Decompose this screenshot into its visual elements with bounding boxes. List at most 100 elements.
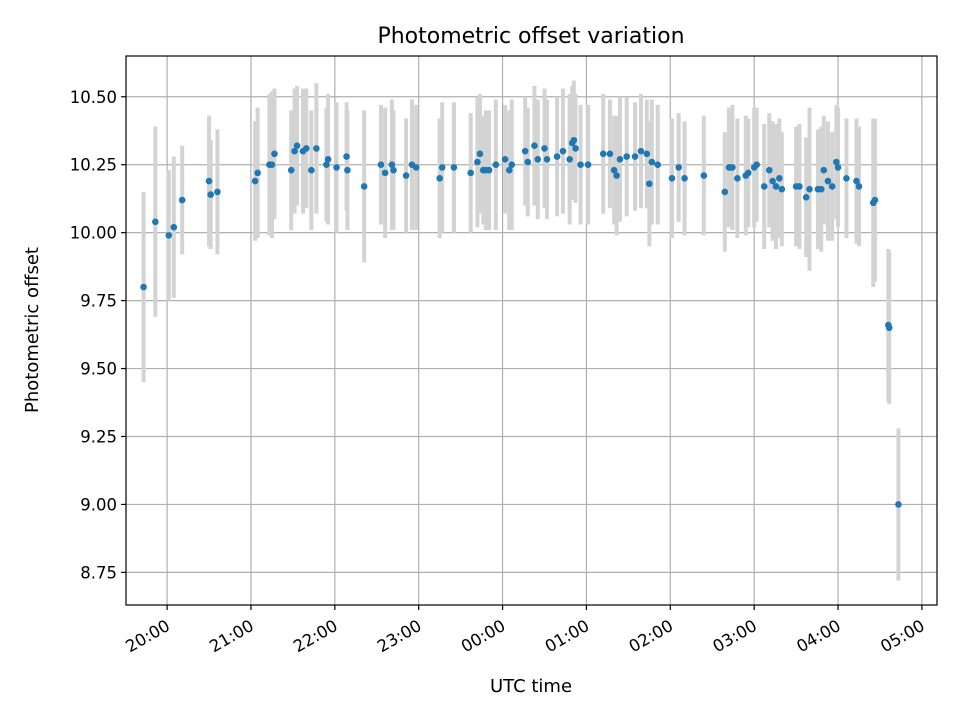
plot-frame — [125, 55, 938, 606]
data-point — [501, 155, 509, 163]
y-tick-label: 9.25 — [80, 427, 117, 446]
data-point — [843, 175, 850, 182]
data-point — [207, 191, 215, 198]
data-point — [377, 161, 385, 169]
data-point — [778, 185, 786, 193]
data-point — [700, 172, 708, 179]
data-point — [765, 166, 773, 174]
data-point — [214, 188, 221, 196]
data-point — [855, 183, 863, 190]
data-point — [438, 164, 446, 171]
data-point — [508, 161, 516, 169]
data-point — [606, 150, 614, 158]
data-point — [205, 177, 213, 185]
data-point — [853, 177, 860, 185]
y-axis-label: Photometric offset — [22, 247, 43, 413]
data-point — [654, 161, 662, 169]
data-point — [287, 166, 295, 174]
data-point — [675, 164, 682, 171]
data-point — [577, 161, 584, 169]
data-point — [388, 161, 396, 169]
data-point — [828, 183, 836, 190]
data-point — [313, 145, 320, 152]
data-point — [412, 164, 420, 171]
data-point — [760, 183, 768, 190]
data-point — [381, 169, 389, 177]
data-point — [753, 161, 760, 169]
data-point — [251, 177, 259, 185]
data-point — [806, 185, 813, 193]
data-point — [637, 147, 645, 155]
data-point — [721, 188, 729, 196]
data-point — [152, 218, 159, 226]
data-point — [524, 158, 532, 166]
data-point — [485, 166, 493, 174]
data-point — [492, 161, 500, 169]
data-point — [308, 166, 315, 174]
data-point — [323, 161, 330, 169]
data-point — [476, 150, 484, 158]
data-point — [402, 172, 410, 179]
data-point — [333, 164, 340, 171]
y-tick-label: 9.00 — [80, 495, 117, 514]
data-point — [570, 136, 578, 144]
data-point — [681, 175, 688, 182]
data-point — [390, 166, 397, 174]
y-gridlines — [126, 96, 937, 573]
data-point — [505, 166, 513, 174]
data-point — [648, 158, 656, 166]
data-point — [293, 142, 301, 149]
data-point — [885, 324, 893, 332]
data-point — [268, 161, 276, 169]
data-point — [895, 501, 902, 508]
data-point — [729, 164, 736, 171]
y-tick-label: 10.50 — [70, 88, 117, 107]
data-point — [254, 169, 261, 177]
data-point — [271, 150, 278, 158]
data-point — [521, 147, 529, 155]
data-point — [643, 150, 651, 158]
data-point — [474, 158, 481, 166]
data-point — [802, 194, 810, 201]
data-point — [572, 145, 579, 152]
data-point — [303, 145, 310, 152]
data-points — [140, 136, 902, 508]
data-point — [170, 223, 178, 231]
data-point — [613, 172, 620, 179]
data-point — [871, 196, 879, 204]
y-tick-label: 9.75 — [80, 292, 117, 311]
data-point — [553, 153, 561, 160]
data-point — [534, 155, 542, 163]
y-tick-label: 10.00 — [70, 224, 117, 243]
chart-title: Photometric offset variation — [377, 24, 684, 49]
data-point — [824, 177, 832, 185]
data-point — [796, 183, 803, 190]
data-point — [668, 175, 676, 182]
data-point — [776, 175, 783, 182]
data-point — [616, 155, 624, 163]
data-point — [559, 147, 567, 155]
data-point — [324, 155, 332, 163]
data-point — [541, 145, 548, 152]
data-point — [610, 166, 618, 174]
data-point — [834, 164, 842, 171]
data-point — [744, 169, 752, 177]
data-point — [467, 169, 474, 177]
data-point — [820, 166, 828, 174]
x-axis-label: UTC time — [490, 676, 572, 697]
y-ticks: 8.75 9.00 9.25 9.50 9.75 10.00 10.25 10.50 — [70, 88, 126, 582]
data-point — [772, 183, 780, 190]
data-point — [566, 155, 573, 163]
data-point — [531, 142, 538, 149]
data-point — [584, 161, 592, 169]
y-tick-label: 9.50 — [80, 360, 117, 379]
data-point — [817, 185, 825, 193]
data-point — [769, 177, 776, 185]
data-point — [599, 150, 607, 158]
data-point — [436, 175, 443, 182]
data-point — [178, 196, 186, 204]
data-point — [734, 175, 741, 182]
data-point — [165, 232, 173, 239]
y-tick-label: 10.25 — [70, 156, 117, 175]
